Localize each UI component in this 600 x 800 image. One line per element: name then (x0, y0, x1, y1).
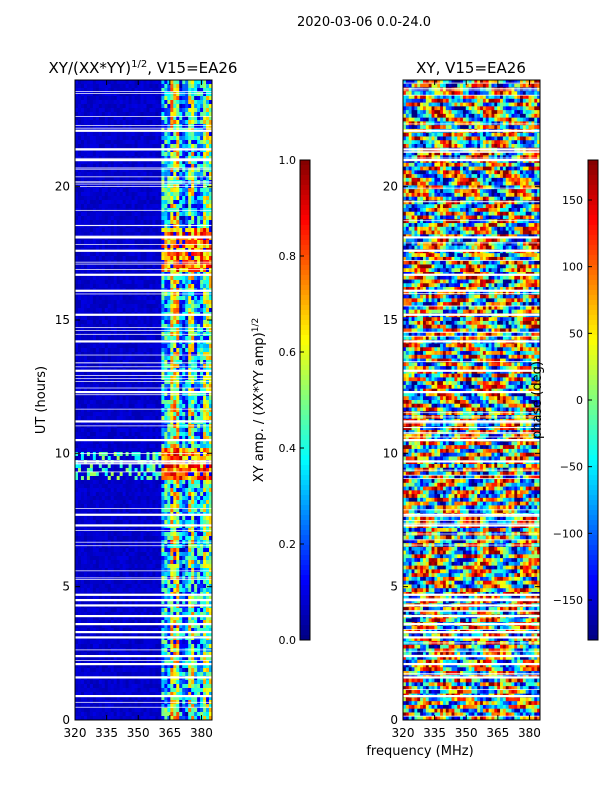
phase-heatmap (403, 80, 541, 721)
phase-colorbar-tick-label: −150 (553, 594, 583, 607)
phase-plot-frame (402, 79, 541, 721)
phase-colorbar: −150 −100 −50 0 50 100 150 phase (deg) (530, 159, 599, 641)
amplitude-colorbar: 0.0 0.2 0.4 0.6 0.8 1.0 XY amp. / (XX*YY amp)… (251, 154, 311, 647)
amplitude-panel: XY/(XX*YY)1/2, V15=EA26 320 335 350 365 380 0… (34, 59, 237, 740)
amplitude-colorbar-tick-label: 0.6 (279, 346, 297, 359)
amplitude-plot-frame (74, 79, 213, 721)
phase-colorbar-label: phase (deg) (530, 361, 545, 439)
amplitude-axes: 320 335 350 365 380 0 5 10 15 20 (55, 80, 213, 740)
phase-xtick-label: 380 (518, 726, 541, 740)
phase-colorbar-tick-label: −50 (560, 461, 583, 474)
amplitude-xtick-label: 380 (190, 726, 213, 740)
phase-ytick-label: 5 (390, 580, 398, 594)
amplitude-xtick-label: 350 (127, 726, 150, 740)
phase-colorbar-tick-label: −100 (553, 527, 583, 540)
amplitude-heatmap (75, 80, 213, 721)
amplitude-colorbar-gradient (300, 160, 310, 641)
phase-panel: XY, V15=EA26 320 335 350 365 380 0 5 10 15 20 fre… (366, 59, 541, 759)
phase-xtick-label: 320 (392, 726, 415, 740)
phase-colorbar-tick-label: 50 (569, 327, 583, 340)
amplitude-ytick-label: 5 (62, 580, 70, 594)
amplitude-colorbar-frame (299, 159, 311, 641)
amplitude-colorbar-label: XY amp. / (XX*YY amp)1/2 (251, 318, 267, 482)
phase-colorbar-tick-label: 150 (562, 194, 583, 207)
figure-suptitle: 2020-03-06 0.0-24.0 (297, 15, 431, 30)
amplitude-xtick-label: 365 (158, 726, 181, 740)
phase-xtick-label: 335 (423, 726, 446, 740)
phase-colorbar-tick-label: 100 (562, 261, 583, 274)
amplitude-colorbar-tick-label: 1.0 (279, 154, 297, 167)
phase-xtick-label: 350 (455, 726, 478, 740)
phase-ytick-label: 0 (390, 713, 398, 727)
phase-colorbar-tick-label: 0 (576, 394, 583, 407)
phase-panel-title: XY, V15=EA26 (416, 59, 526, 77)
frequency-xlabel: frequency (MHz) (366, 744, 473, 759)
amplitude-xtick-label: 335 (95, 726, 118, 740)
phase-colorbar-ticks: −150 −100 −50 0 50 100 150 (553, 194, 592, 607)
amplitude-colorbar-ticks: 0.0 0.2 0.4 0.6 0.8 1.0 (279, 154, 304, 647)
amplitude-panel-title: XY/(XX*YY)1/2, V15=EA26 (49, 59, 238, 77)
amplitude-colorbar-tick-label: 0.2 (279, 538, 297, 551)
phase-xtick-label: 365 (486, 726, 509, 740)
amplitude-xtick-label: 320 (64, 726, 87, 740)
amplitude-ytick-label: 0 (62, 713, 70, 727)
phase-ytick-label: 20 (383, 180, 398, 194)
phase-ytick-label: 10 (383, 446, 398, 460)
phase-colorbar-gradient (588, 160, 598, 641)
amplitude-ylabel: UT (hours) (34, 366, 49, 434)
phase-ytick-label: 15 (383, 313, 398, 327)
amplitude-colorbar-tick-label: 0.8 (279, 250, 297, 263)
amplitude-ytick-label: 15 (55, 313, 70, 327)
amplitude-colorbar-tick-label: 0.4 (279, 442, 297, 455)
amplitude-ytick-label: 10 (55, 446, 70, 460)
phase-axes: 320 335 350 365 380 0 5 10 15 20 (383, 80, 541, 740)
amplitude-ytick-label: 20 (55, 180, 70, 194)
amplitude-colorbar-tick-label: 0.0 (279, 634, 297, 647)
